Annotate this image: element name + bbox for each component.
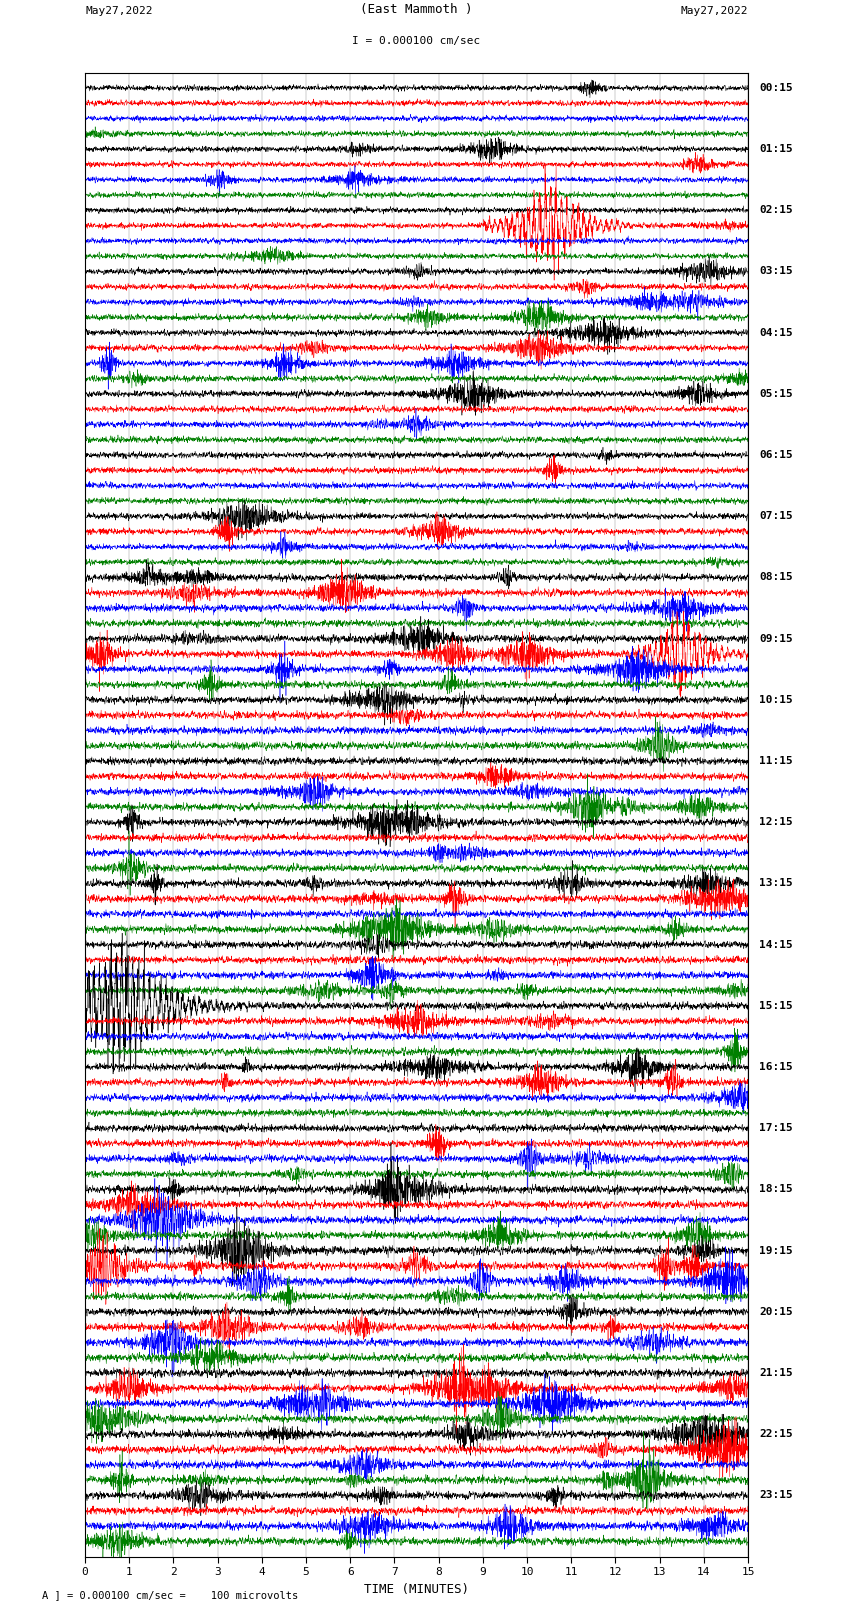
Text: 12:15: 12:15 <box>759 818 793 827</box>
Text: 16:15: 16:15 <box>759 1061 793 1073</box>
Text: 02:15: 02:15 <box>759 205 793 215</box>
Text: 08:15: 08:15 <box>759 573 793 582</box>
Text: (East Mammoth ): (East Mammoth ) <box>360 3 473 16</box>
Text: A ] = 0.000100 cm/sec =    100 microvolts: A ] = 0.000100 cm/sec = 100 microvolts <box>42 1590 298 1600</box>
Text: 15:15: 15:15 <box>759 1000 793 1011</box>
Text: 19:15: 19:15 <box>759 1245 793 1255</box>
Text: 04:15: 04:15 <box>759 327 793 337</box>
Text: 14:15: 14:15 <box>759 940 793 950</box>
Text: 13:15: 13:15 <box>759 879 793 889</box>
Text: 09:15: 09:15 <box>759 634 793 644</box>
Text: 05:15: 05:15 <box>759 389 793 398</box>
Text: 03:15: 03:15 <box>759 266 793 276</box>
Text: 17:15: 17:15 <box>759 1123 793 1134</box>
Text: I = 0.000100 cm/sec: I = 0.000100 cm/sec <box>353 35 480 45</box>
Text: May27,2022: May27,2022 <box>85 6 152 16</box>
Text: 23:15: 23:15 <box>759 1490 793 1500</box>
Text: 11:15: 11:15 <box>759 756 793 766</box>
Text: 00:15: 00:15 <box>759 82 793 94</box>
Text: 22:15: 22:15 <box>759 1429 793 1439</box>
X-axis label: TIME (MINUTES): TIME (MINUTES) <box>364 1582 469 1595</box>
Text: 10:15: 10:15 <box>759 695 793 705</box>
Text: 06:15: 06:15 <box>759 450 793 460</box>
Text: 20:15: 20:15 <box>759 1307 793 1316</box>
Text: 07:15: 07:15 <box>759 511 793 521</box>
Text: 01:15: 01:15 <box>759 144 793 155</box>
Text: 18:15: 18:15 <box>759 1184 793 1194</box>
Text: May27,2022: May27,2022 <box>681 6 748 16</box>
Text: 21:15: 21:15 <box>759 1368 793 1378</box>
